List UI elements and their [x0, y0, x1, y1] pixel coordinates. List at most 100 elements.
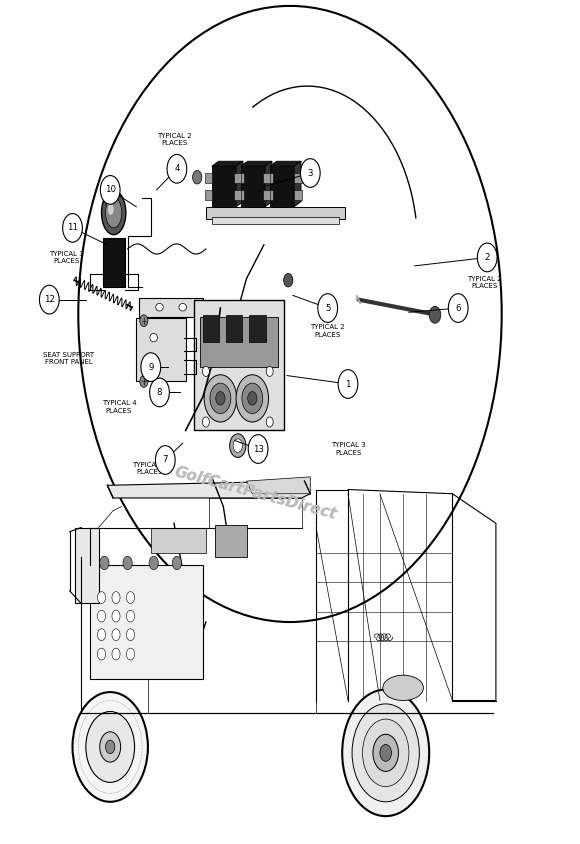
Circle shape	[112, 629, 120, 641]
Circle shape	[193, 170, 202, 184]
Circle shape	[106, 740, 115, 754]
Ellipse shape	[102, 191, 126, 235]
Text: TYPICAL 2
PLACES: TYPICAL 2 PLACES	[157, 133, 191, 146]
Circle shape	[210, 383, 231, 414]
Text: GolfCartPartsDirect: GolfCartPartsDirect	[172, 465, 338, 522]
Bar	[206, 207, 345, 219]
Text: 5: 5	[325, 304, 331, 312]
FancyBboxPatch shape	[249, 315, 266, 342]
Bar	[294, 173, 302, 183]
Bar	[205, 190, 212, 200]
Circle shape	[112, 648, 120, 660]
Text: 3: 3	[307, 169, 313, 177]
Circle shape	[100, 732, 121, 762]
Circle shape	[266, 366, 273, 376]
Polygon shape	[265, 161, 272, 207]
Text: 9: 9	[148, 363, 154, 371]
Circle shape	[202, 417, 209, 427]
FancyBboxPatch shape	[75, 528, 99, 603]
Bar	[205, 173, 212, 183]
Circle shape	[242, 383, 263, 414]
Circle shape	[448, 294, 468, 322]
Circle shape	[233, 439, 242, 452]
Bar	[236, 173, 244, 183]
Text: TYPICAL 2
PLACES: TYPICAL 2 PLACES	[310, 324, 345, 338]
FancyBboxPatch shape	[203, 315, 219, 342]
Text: 1: 1	[345, 380, 351, 388]
Text: 13: 13	[253, 445, 263, 453]
Text: TYPICAL 3
PLACES: TYPICAL 3 PLACES	[49, 251, 84, 264]
Circle shape	[112, 610, 120, 622]
FancyBboxPatch shape	[194, 300, 284, 430]
Text: TYPICAL 4
PLACES: TYPICAL 4 PLACES	[102, 400, 136, 414]
Text: SEAT SUPPORT
FRONT PANEL: SEAT SUPPORT FRONT PANEL	[43, 352, 94, 365]
FancyBboxPatch shape	[215, 525, 246, 557]
Circle shape	[86, 711, 135, 782]
Bar	[212, 217, 339, 224]
Circle shape	[429, 306, 441, 323]
Bar	[263, 190, 270, 200]
Circle shape	[126, 648, 135, 660]
Text: TYPICAL 2
PLACES: TYPICAL 2 PLACES	[132, 462, 167, 475]
Bar	[265, 190, 273, 200]
Circle shape	[141, 353, 161, 381]
Circle shape	[172, 556, 182, 570]
Circle shape	[202, 366, 209, 376]
FancyBboxPatch shape	[151, 528, 206, 553]
Circle shape	[248, 435, 268, 463]
Circle shape	[100, 556, 109, 570]
Text: 11: 11	[67, 224, 78, 232]
Bar	[234, 173, 241, 183]
Circle shape	[97, 648, 106, 660]
Circle shape	[72, 692, 148, 802]
FancyBboxPatch shape	[139, 298, 203, 316]
Circle shape	[126, 629, 135, 641]
Bar	[263, 173, 270, 183]
FancyBboxPatch shape	[90, 565, 203, 679]
Circle shape	[126, 592, 135, 603]
Circle shape	[284, 273, 293, 287]
Bar	[236, 190, 244, 200]
Bar	[294, 190, 302, 200]
Circle shape	[248, 392, 257, 405]
Circle shape	[362, 719, 409, 787]
Circle shape	[150, 378, 169, 407]
Circle shape	[230, 434, 246, 457]
Circle shape	[39, 285, 59, 314]
Polygon shape	[294, 161, 301, 207]
Ellipse shape	[150, 363, 158, 371]
Circle shape	[204, 375, 237, 422]
Text: TYPICAL 3
PLACES: TYPICAL 3 PLACES	[331, 442, 365, 456]
Polygon shape	[246, 477, 310, 494]
Circle shape	[236, 375, 269, 422]
Circle shape	[149, 556, 158, 570]
Ellipse shape	[150, 333, 158, 342]
Text: 4: 4	[174, 165, 180, 173]
Polygon shape	[270, 166, 294, 207]
Circle shape	[300, 159, 320, 187]
Text: TYPICAL 2
PLACES: TYPICAL 2 PLACES	[467, 276, 502, 289]
Polygon shape	[270, 161, 301, 166]
Polygon shape	[212, 166, 236, 207]
Ellipse shape	[106, 197, 122, 228]
Text: 7: 7	[162, 456, 168, 464]
Ellipse shape	[179, 303, 187, 311]
Ellipse shape	[108, 203, 114, 215]
Circle shape	[338, 370, 358, 398]
Circle shape	[123, 556, 132, 570]
Circle shape	[126, 610, 135, 622]
Circle shape	[155, 446, 175, 474]
Circle shape	[97, 629, 106, 641]
Text: 10: 10	[105, 186, 115, 194]
Circle shape	[112, 592, 120, 603]
FancyBboxPatch shape	[200, 316, 278, 367]
Text: 6: 6	[455, 304, 461, 312]
Circle shape	[63, 214, 82, 242]
Circle shape	[342, 690, 429, 816]
Polygon shape	[236, 161, 243, 207]
Polygon shape	[212, 161, 243, 166]
Circle shape	[216, 392, 225, 405]
Circle shape	[100, 176, 120, 204]
Polygon shape	[241, 166, 265, 207]
Circle shape	[477, 243, 497, 272]
